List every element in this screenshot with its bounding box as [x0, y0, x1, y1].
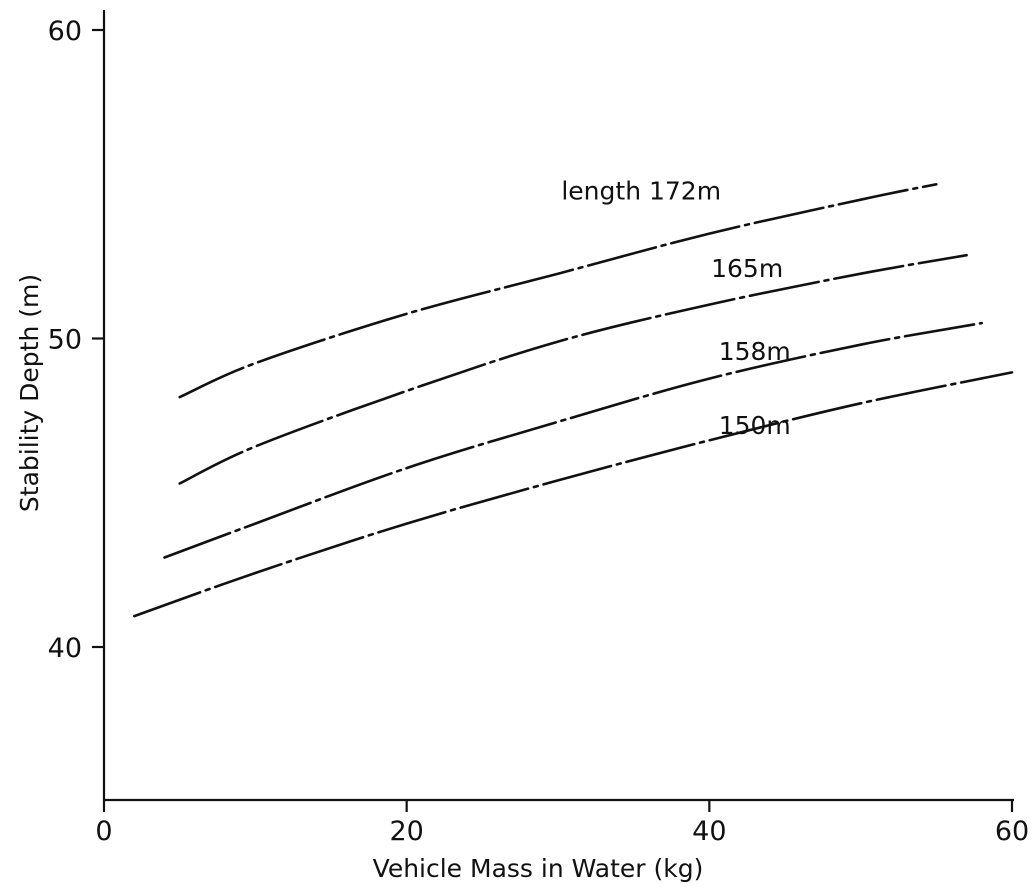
- series-line-4: [133, 371, 1014, 618]
- series-label-4: 150m: [719, 411, 791, 440]
- series-line-2: [178, 253, 968, 485]
- y-axis-label: Stability Depth (m): [15, 274, 44, 512]
- x-axis-label: Vehicle Mass in Water (kg): [373, 854, 704, 883]
- axis-ticks: 0 20 40 60 40 50 60: [48, 16, 1030, 847]
- y-tick-label: 50: [48, 325, 82, 356]
- series-label-2: 165m: [711, 254, 783, 283]
- series-labels: length 172m 165m 158m 150m: [561, 177, 790, 440]
- x-tick-label: 0: [95, 816, 112, 847]
- series-line-3: [163, 321, 983, 559]
- series-label-1: length 172m: [561, 177, 721, 206]
- series-lines: [133, 183, 1014, 618]
- y-tick-label: 60: [48, 16, 82, 47]
- x-tick-label: 20: [389, 816, 423, 847]
- series-label-3: 158m: [719, 337, 791, 366]
- x-tick-label: 60: [995, 816, 1029, 847]
- x-tick-label: 40: [692, 816, 726, 847]
- series-line-1: [178, 183, 938, 399]
- y-tick-label: 40: [48, 633, 82, 664]
